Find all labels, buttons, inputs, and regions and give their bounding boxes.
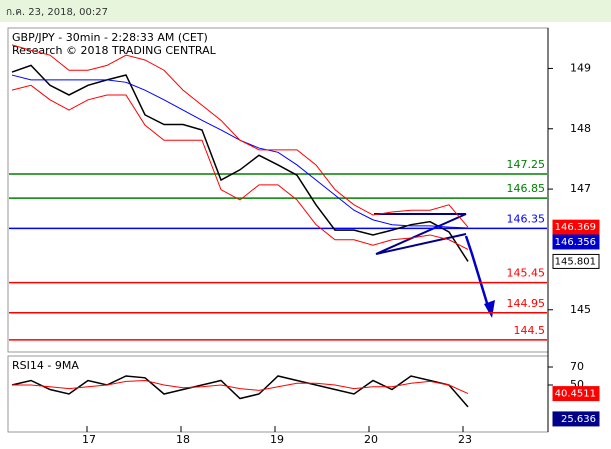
price-tag-label: 25.636 [561, 414, 596, 425]
y-tick-label: 147 [570, 182, 591, 195]
series-line [12, 379, 469, 395]
price-tag-label: 40.4511 [555, 389, 596, 400]
price-tag [552, 386, 600, 402]
header-bar [0, 0, 611, 22]
rsi-panel [7, 355, 549, 433]
price-tag [552, 219, 600, 235]
level-label: 145.45 [507, 267, 546, 280]
price-tag [552, 411, 600, 427]
price-panel [7, 27, 549, 353]
rsi-title: RSI14 - 9MA [12, 359, 79, 372]
y-tick-label: 148 [570, 122, 591, 135]
series-line [11, 64, 469, 262]
level-label: 144.5 [514, 324, 546, 337]
series-line [11, 74, 469, 229]
price-tag [552, 253, 600, 269]
forecast-arrow [464, 235, 492, 314]
y-tick-label: 145 [570, 303, 591, 316]
x-tick-label: 20 [364, 433, 378, 446]
x-tick-label: 18 [176, 433, 190, 446]
x-tick-label: 19 [270, 433, 284, 446]
timestamp: ก.ค. 23, 2018, 00:27 [6, 7, 108, 18]
chart-subtitle: Research © 2018 TRADING CENTRAL [12, 44, 217, 57]
price-tag [552, 234, 600, 250]
level-label: 146.35 [507, 212, 546, 225]
level-label: 147.25 [507, 158, 546, 171]
chart-title: GBP/JPY - 30min - 2:28:33 AM (CET) [12, 31, 208, 44]
price-tag-label: 146.356 [555, 237, 596, 248]
level-label: 144.95 [507, 297, 546, 310]
price-tag-label: 146.369 [555, 222, 596, 233]
y-tick-label: 70 [570, 360, 584, 373]
x-tick-label: 17 [82, 433, 96, 446]
x-tick-label: 23 [458, 433, 472, 446]
level-label: 146.85 [507, 182, 546, 195]
price-tag-label: 145.801 [555, 256, 596, 267]
triangle-pattern [374, 213, 467, 255]
y-tick-label: 149 [570, 61, 591, 74]
series-line [11, 375, 469, 408]
series-line [11, 44, 469, 228]
series-line [11, 84, 469, 250]
